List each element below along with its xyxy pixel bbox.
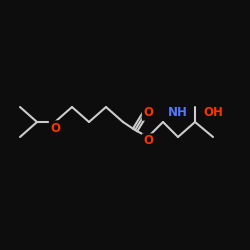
Text: OH: OH — [203, 106, 223, 120]
Text: O: O — [143, 106, 153, 120]
Text: NH: NH — [168, 106, 188, 120]
Text: O: O — [50, 122, 60, 134]
Text: O: O — [143, 134, 153, 147]
